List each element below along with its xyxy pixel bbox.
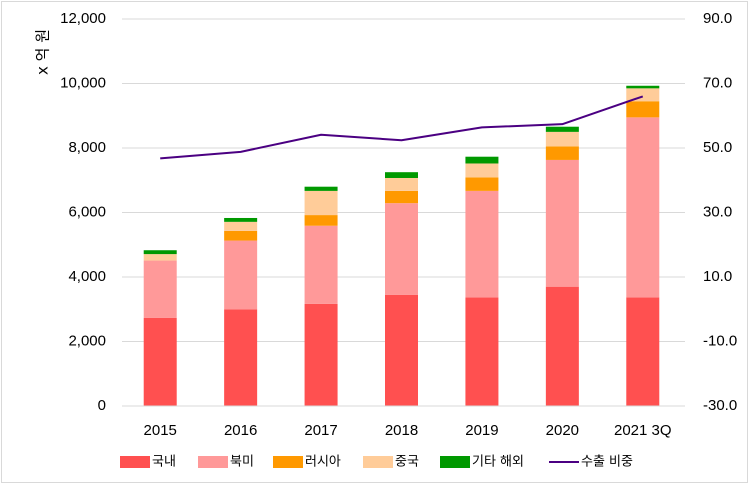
bar-segment <box>385 177 418 191</box>
line-series <box>160 95 644 160</box>
legend-label: 중국 <box>395 455 419 470</box>
bar-segment <box>465 156 499 164</box>
bar-segment <box>385 203 418 295</box>
bar-segment <box>224 309 258 406</box>
bar-segment <box>304 303 338 406</box>
bar-segment <box>385 190 418 204</box>
bar-segment <box>224 217 258 222</box>
secondary-y-tick-label: 90.0 <box>703 10 732 27</box>
legend: 국내 북미 러시아 중국 기타 해외 수출 비중 <box>120 455 633 470</box>
bar-segment <box>143 250 177 255</box>
bar-segment <box>143 254 177 261</box>
bar-segment <box>465 190 499 298</box>
y-axis-ticks: 0 2,000 4,000 6,000 8,000 10,000 12,000 <box>60 10 106 414</box>
legend-swatch <box>273 456 303 468</box>
bar-segment <box>626 101 660 118</box>
bar-segment <box>545 286 579 406</box>
legend-swatch <box>198 456 228 468</box>
legend-swatch <box>363 456 393 468</box>
bar-segment <box>626 297 660 406</box>
y-tick-label: 8,000 <box>68 139 106 156</box>
export-share-line <box>160 95 644 160</box>
legend-label: 수출 비중 <box>581 455 633 470</box>
bar-segment <box>545 131 579 147</box>
bar-segment <box>545 146 579 160</box>
bar-segment <box>465 163 499 178</box>
bar-segment <box>224 221 258 231</box>
bar-segment <box>224 230 258 241</box>
legend-label: 러시아 <box>305 455 341 470</box>
bar-segment <box>545 126 579 132</box>
y-tick-label: 0 <box>98 397 106 414</box>
bar-segment <box>304 186 338 191</box>
bar-segment <box>304 190 338 216</box>
bar-segment <box>143 317 177 406</box>
y-tick-label: 2,000 <box>68 332 106 349</box>
y-tick-label: 4,000 <box>68 268 106 285</box>
bar-segment <box>385 172 418 178</box>
y-tick-label: 12,000 <box>60 10 106 27</box>
legend-swatch <box>440 456 470 468</box>
legend-label: 국내 <box>152 455 176 470</box>
bar-segment <box>385 294 418 406</box>
x-tick-label: 2019 <box>465 422 498 439</box>
x-tick-label: 2021 3Q <box>614 422 672 439</box>
bar-segment <box>304 215 338 226</box>
bar-segment <box>143 260 177 318</box>
legend-label: 북미 <box>230 455 254 470</box>
secondary-y-tick-label: 30.0 <box>703 203 732 220</box>
y-tick-label: 6,000 <box>68 203 106 220</box>
x-axis-ticks: 2015 2016 2017 2018 2019 2020 2021 3Q <box>144 422 672 439</box>
bar-segment <box>626 85 660 89</box>
legend-swatch <box>120 456 150 468</box>
legend-label: 기타 해외 <box>472 455 524 470</box>
x-tick-label: 2015 <box>144 422 177 439</box>
y-tick-label: 10,000 <box>60 74 106 91</box>
bar-segment <box>465 177 499 191</box>
x-tick-label: 2018 <box>385 422 418 439</box>
secondary-y-axis-ticks: -30.0 -10.0 10.0 30.0 50.0 70.0 90.0 <box>703 10 737 414</box>
bar-segment <box>224 240 258 310</box>
y-axis-label: x 억 원 <box>34 29 52 75</box>
x-tick-label: 2016 <box>224 422 257 439</box>
bar-segment <box>545 159 579 287</box>
secondary-y-tick-label: 50.0 <box>703 139 732 156</box>
bar-segment <box>304 225 338 304</box>
secondary-y-tick-label: -30.0 <box>703 397 737 414</box>
secondary-y-tick-label: 10.0 <box>703 268 732 285</box>
secondary-y-tick-label: 70.0 <box>703 74 732 91</box>
bar-segment <box>626 117 660 298</box>
x-tick-label: 2017 <box>304 422 337 439</box>
bars <box>143 85 660 406</box>
secondary-y-tick-label: -10.0 <box>703 332 737 349</box>
bar-segment <box>465 297 499 406</box>
bar-segment <box>626 88 660 102</box>
x-tick-label: 2020 <box>546 422 579 439</box>
